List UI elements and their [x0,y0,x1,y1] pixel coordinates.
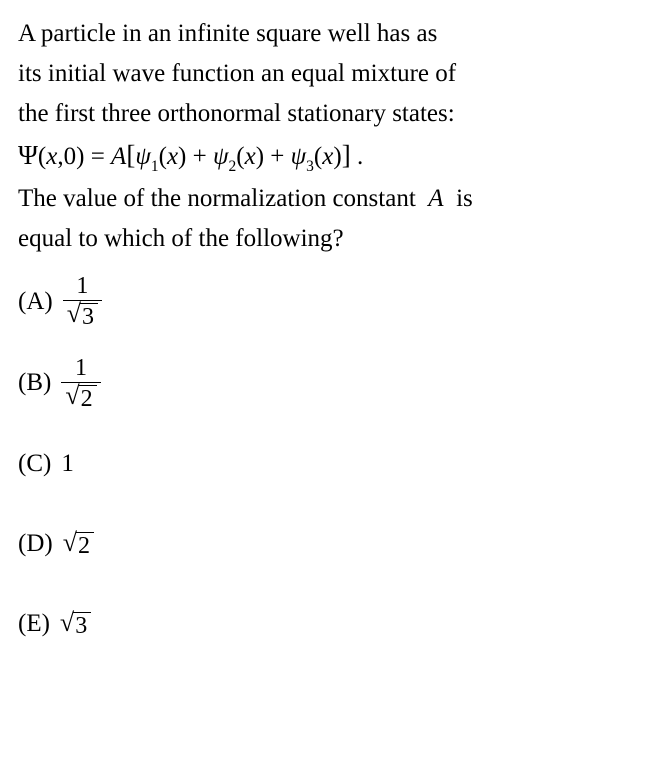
option-e-label: (E) [18,604,50,644]
option-d: (D) √ 2 [18,516,654,572]
var-x-2: x [245,143,256,170]
var-x-3: x [322,143,333,170]
option-b-radicand: 2 [79,385,97,412]
option-a-num: 1 [63,273,102,301]
option-a-den: √ 3 [63,301,102,330]
page: A particle in an infinite square well ha… [0,0,672,652]
option-b-sqrt: √ 2 [65,383,96,412]
sub-3: 3 [306,158,314,175]
radical-icon: √ [65,383,79,409]
plus-2: + [264,143,291,170]
q-line-5c: is [444,185,473,212]
psi-uppercase: Ψ [18,140,38,170]
option-b-value: 1 √ 2 [61,355,100,413]
option-e-sqrt: √ 3 [60,610,91,639]
open-paren: ( [38,143,46,170]
equals: = [84,143,111,170]
option-a-radicand: 3 [80,303,98,330]
option-c: (C) 1 [18,436,654,492]
open-paren-1: ( [159,143,167,170]
option-b-num: 1 [61,355,100,383]
q-line-2: its initial wave function an equal mixtu… [18,60,456,87]
var-x-1: x [167,143,178,170]
right-bracket: ] [342,140,351,170]
option-a: (A) 1 √ 3 [18,273,654,331]
close-paren-2: ) [256,143,264,170]
question-text: A particle in an infinite square well ha… [18,14,654,259]
q-line-6: equal to which of the following? [18,225,344,252]
radical-icon: √ [63,530,77,556]
option-e: (E) √ 3 [18,596,654,652]
comma-zero: ,0 [57,143,76,170]
option-b: (B) 1 √ 2 [18,355,654,413]
option-d-label: (D) [18,524,53,564]
option-a-label: (A) [18,282,53,322]
psi-2: ψ [213,143,229,170]
q-line-5b: A [428,185,443,212]
q-line-5a: The value of the normalization constant [18,185,428,212]
radical-icon: √ [67,301,81,327]
sub-1: 1 [151,158,159,175]
close-paren-3: ) [333,143,341,170]
plus-1: + [186,143,213,170]
left-bracket: [ [126,140,135,170]
option-c-label: (C) [18,444,51,484]
var-x: x [46,143,57,170]
open-paren-3: ( [314,143,322,170]
open-paren-2: ( [236,143,244,170]
option-b-den: √ 2 [61,383,100,412]
option-b-label: (B) [18,363,51,403]
option-a-sqrt: √ 3 [67,301,98,330]
equation: Ψ(x,0) = A[ψ1(x) + ψ2(x) + ψ3(x)] . [18,143,363,170]
sub-2: 2 [229,158,237,175]
psi-1: ψ [135,143,151,170]
q-line-1: A particle in an infinite square well ha… [18,20,437,47]
period: . [351,143,364,170]
option-c-value: 1 [61,444,74,484]
option-d-radicand: 2 [76,532,94,559]
option-d-sqrt: √ 2 [63,530,94,559]
psi-3: ψ [291,143,307,170]
radical-icon: √ [60,610,74,636]
option-a-value: 1 √ 3 [63,273,102,331]
q-line-3: the first three orthonormal stationary s… [18,100,455,127]
options-list: (A) 1 √ 3 (B) 1 √ 2 [18,273,654,653]
var-A: A [111,143,126,170]
option-e-radicand: 3 [73,612,91,639]
